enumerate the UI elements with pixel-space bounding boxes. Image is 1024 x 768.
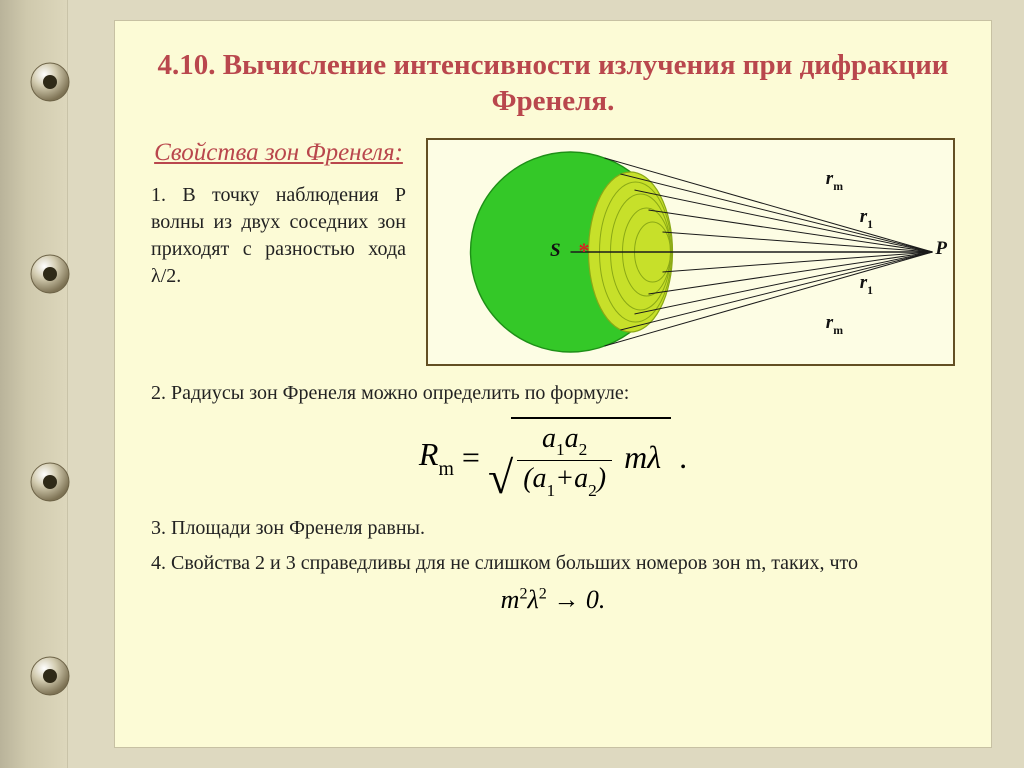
binder-ring: [28, 460, 72, 504]
fresnel-diagram: * S P rm r1 r1 rm: [426, 138, 955, 366]
slide-container: 4.10. Вычисление интенсивности излучения…: [114, 20, 992, 748]
slide-title: 4.10. Вычисление интенсивности излучения…: [151, 47, 955, 120]
formula-R: R: [419, 436, 439, 472]
property-2: 2. Радиусы зон Френеля можно определить …: [151, 380, 955, 407]
label-r1-bot: r1: [860, 272, 873, 297]
label-rm-bot: rm: [826, 312, 843, 337]
property-4: 4. Свойства 2 и 3 справедливы для не сли…: [151, 550, 955, 577]
svg-text:*: *: [579, 238, 590, 263]
label-rm-top: rm: [826, 168, 843, 193]
top-row: Свойства зон Френеля: 1. В точку наблюде…: [151, 138, 955, 366]
label-r1-top: r1: [860, 206, 873, 231]
property-3: 3. Площади зон Френеля равны.: [151, 515, 955, 542]
binder-ring: [28, 60, 72, 104]
left-column: Свойства зон Френеля: 1. В точку наблюде…: [151, 138, 406, 366]
label-S: S: [550, 240, 561, 262]
formula-radius: Rm = √ a1a2 (a1+a2) mλ .: [151, 417, 955, 499]
binder-ring: [28, 252, 72, 296]
formula-equals: =: [462, 439, 480, 476]
label-P: P: [935, 238, 947, 260]
formula-limit: m2λ2 → 0.: [151, 585, 955, 615]
property-1: 1. В точку наблюдения P волны из двух со…: [151, 182, 406, 290]
diagram-svg: *: [428, 140, 953, 364]
subheading: Свойства зон Френеля:: [151, 138, 406, 168]
binder-edge: [0, 0, 68, 768]
formula-sqrt: √ a1a2 (a1+a2) mλ: [488, 417, 671, 499]
binder-ring: [28, 654, 72, 698]
formula-R-sub: m: [438, 458, 453, 480]
